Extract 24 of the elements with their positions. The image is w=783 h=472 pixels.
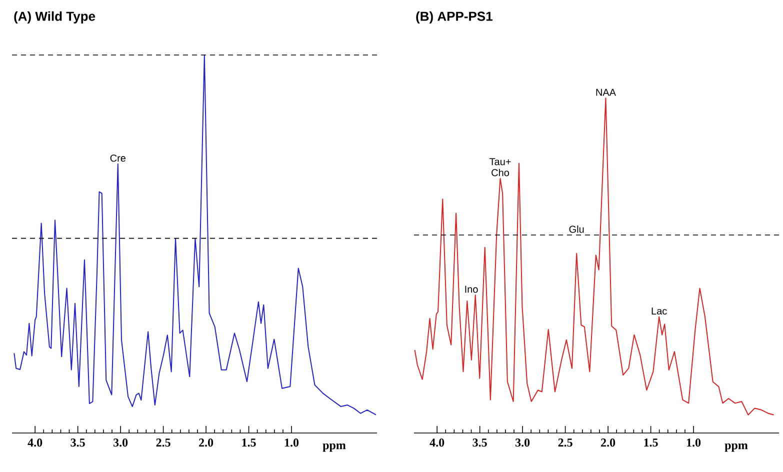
x-tick-label: 2.0 [199, 438, 214, 447]
annotation: Lac [652, 308, 667, 315]
x-tick-label: 3.0 [516, 438, 530, 447]
chart-title: (B) APP-PS1 [416, 11, 492, 24]
x-tick-label: 4.0 [430, 438, 444, 447]
x-tick-label: 3.5 [472, 438, 487, 447]
annotation: Glu [569, 225, 584, 233]
annotation: Tau+ Cho [489, 158, 511, 176]
x-axis-title: ppm [322, 444, 346, 452]
x-tick-label: 1.5 [644, 438, 658, 447]
x-tick-label: 4.0 [28, 438, 42, 447]
x-tick-label: 2.5 [156, 438, 170, 447]
chart-title: (A) Wild Type [14, 11, 96, 24]
x-axis-title: ppm [724, 444, 748, 452]
x-tick-label: 3.5 [70, 438, 85, 447]
annotation: Ino [465, 286, 478, 293]
annotation: NAA [596, 88, 616, 96]
x-tick-label: 2.5 [558, 438, 572, 447]
annotation: Cre [110, 154, 126, 162]
x-tick-label: 1.0 [284, 438, 299, 447]
x-tick-label: 3.0 [114, 438, 128, 447]
x-tick-label: 1.0 [686, 438, 701, 447]
x-tick-label: 2.0 [601, 438, 616, 447]
x-tick-label: 1.5 [242, 438, 256, 447]
